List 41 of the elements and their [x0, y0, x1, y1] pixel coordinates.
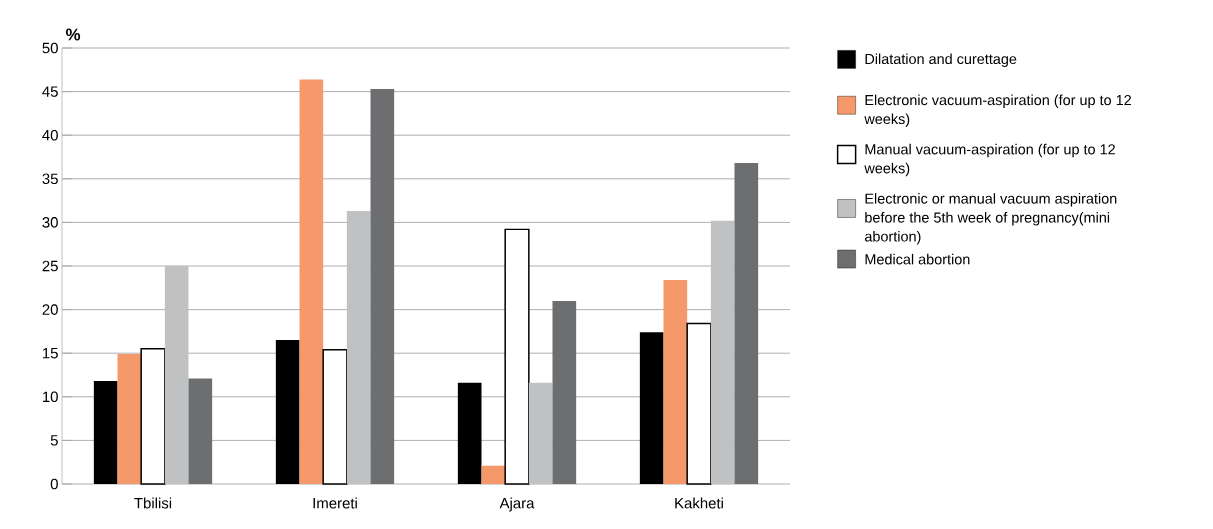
- legend-label: Manual vacuum-aspiration (for up to 12 weeks): [864, 143, 1115, 177]
- legend-label: Electronic or manual vacuum aspiration before the 5th week of pregnancy(mini abortion): [864, 193, 1117, 245]
- y-tick-label: 0: [50, 478, 58, 490]
- legend-label: Medical abortion: [865, 253, 970, 265]
- bar: [299, 79, 324, 484]
- bar: [686, 322, 712, 485]
- y-tick-label: 30: [42, 217, 58, 228]
- y-tick-label: 10: [43, 391, 58, 403]
- legend-label: Dilatation and curettage: [865, 53, 1017, 67]
- bar: [188, 378, 213, 484]
- x-tick-label: Tbilisi: [134, 497, 172, 509]
- bar: [481, 465, 506, 484]
- bar: [528, 382, 553, 484]
- bar: [346, 211, 371, 484]
- y-tick-label: 20: [42, 304, 58, 315]
- y-tick-label: 25: [42, 260, 58, 272]
- bar: [710, 220, 735, 484]
- bar: [552, 300, 577, 484]
- bar: [663, 279, 688, 484]
- bar: [370, 88, 395, 484]
- x-tick-label: Ajara: [499, 497, 535, 512]
- y-tick-label: 40: [42, 129, 58, 141]
- y-axis-title: %: [65, 28, 81, 41]
- bar: [457, 382, 482, 484]
- y-tick-label: 5: [50, 435, 58, 446]
- bar: [275, 340, 300, 484]
- y-tick-label: 15: [43, 347, 58, 359]
- y-tick-label: 45: [42, 86, 58, 97]
- x-tick-label: Imereti: [313, 497, 357, 509]
- bar: [734, 163, 759, 484]
- bar: [504, 228, 530, 485]
- x-tick-label: Kakheti: [675, 497, 723, 509]
- bar: [639, 332, 664, 484]
- y-tick-label: 35: [42, 173, 58, 185]
- y-tick-label: 50: [42, 42, 58, 54]
- bar: [322, 348, 348, 485]
- bar: [117, 354, 142, 484]
- bar: [93, 381, 118, 484]
- bar: [164, 266, 189, 484]
- bar: [140, 348, 166, 485]
- legend-label: Electronic vacuum-aspiration (for up to 12 weeks): [864, 94, 1131, 127]
